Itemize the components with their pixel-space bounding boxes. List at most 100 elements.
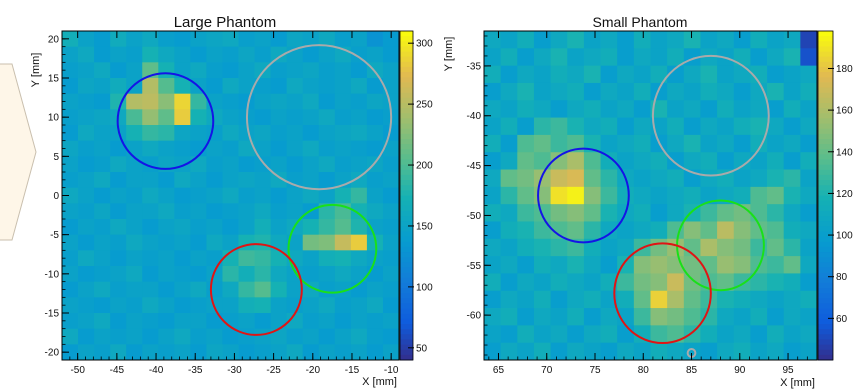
heatmap-cell	[350, 328, 368, 345]
small-phantom-title: Small Phantom	[593, 14, 688, 30]
heatmap-cell	[500, 256, 518, 274]
colorbar-segment	[400, 113, 413, 119]
colorbar-segment	[818, 123, 833, 130]
heatmap-cell	[567, 82, 585, 101]
heatmap-cell	[78, 156, 95, 173]
heatmap-cell	[318, 156, 336, 173]
heatmap-cell	[238, 31, 255, 48]
heatmap-cell	[78, 172, 95, 189]
heatmap-cell	[733, 82, 751, 101]
heatmap-cell	[733, 308, 751, 326]
heatmap-cell	[190, 62, 207, 79]
roi-circle	[651, 54, 770, 177]
heatmap-cell	[550, 65, 568, 84]
colorbar-segment	[400, 123, 413, 130]
heatmap-cell	[366, 125, 384, 142]
colorbar-segment	[400, 46, 413, 53]
colorbar-segment	[400, 241, 413, 248]
heatmap-cell	[382, 297, 400, 314]
heatmap-cell	[334, 31, 352, 48]
heatmap-cell	[650, 65, 668, 84]
heatmap-cell	[126, 172, 143, 189]
heatmap-cell	[318, 62, 336, 79]
heatmap-cell	[517, 325, 535, 344]
heatmap-cell	[254, 297, 272, 314]
heatmap-cell	[206, 156, 223, 173]
heatmap-cell	[533, 204, 551, 222]
heatmap-cell	[222, 297, 239, 314]
heatmap-cell	[158, 140, 175, 157]
heatmap-cell	[126, 234, 143, 251]
heatmap-cell	[366, 78, 384, 95]
heatmap-cell	[110, 313, 127, 330]
x-tick-label: -20	[306, 365, 321, 376]
colorbar-segment	[818, 344, 833, 351]
heatmap-cell	[350, 187, 368, 204]
heatmap-cell	[270, 156, 288, 173]
heatmap-cell	[800, 169, 818, 188]
colorbar-tick-label: 180	[836, 64, 853, 75]
heatmap-cell	[517, 221, 535, 240]
heatmap-cell	[500, 169, 518, 188]
heatmap-cell	[783, 273, 801, 292]
heatmap-cell	[550, 308, 568, 326]
heatmap-cell	[302, 62, 320, 79]
heatmap-cell	[733, 117, 751, 136]
heatmap-cell	[650, 238, 668, 257]
heatmap-cell	[767, 221, 785, 240]
heatmap-cell	[600, 186, 618, 205]
heatmap-cell	[366, 187, 384, 204]
heatmap-cell	[270, 78, 288, 95]
heatmap-cell	[126, 125, 143, 142]
colorbar-segment	[400, 226, 413, 232]
large-phantom-roi-circles	[116, 44, 393, 336]
heatmap-cell	[600, 342, 618, 361]
heatmap-cell	[667, 325, 685, 344]
heatmap-cell	[222, 266, 239, 283]
heatmap-cell	[142, 219, 159, 236]
y-tick-label: 15	[48, 74, 60, 85]
heatmap-cell	[190, 125, 207, 142]
heatmap-cell	[78, 344, 95, 361]
y-tick-label: -15	[45, 309, 60, 320]
heatmap-cell	[567, 100, 585, 118]
heatmap-cell	[717, 82, 735, 101]
heatmap-cell	[62, 203, 79, 220]
heatmap-cell	[254, 172, 272, 189]
heatmap-cell	[190, 328, 207, 345]
heatmap-cell	[733, 134, 751, 153]
heatmap-cell	[318, 344, 336, 361]
heatmap-cell	[334, 62, 352, 79]
heatmap-cell	[583, 117, 601, 136]
large-phantom-axes: -50 -45 -40 -35 -30 -25 -20 -15 -10 20 15 10 5 0 -5 -10…	[45, 30, 400, 376]
heatmap-cell	[667, 117, 685, 136]
heatmap-cell	[700, 342, 718, 361]
roi-circle	[537, 147, 630, 244]
heatmap-cell	[238, 297, 255, 314]
heatmap-cell	[174, 234, 191, 251]
heatmap-cell	[683, 65, 701, 84]
heatmap-cell	[500, 342, 518, 361]
heatmap-cell	[717, 100, 735, 118]
heatmap-cell	[302, 46, 320, 63]
heatmap-cell	[350, 313, 368, 330]
heatmap-cell	[334, 328, 352, 345]
heatmap-cell	[484, 48, 502, 67]
heatmap-cell	[110, 78, 127, 95]
heatmap-cell	[238, 172, 255, 189]
heatmap-cell	[126, 62, 143, 79]
heatmap-cell	[350, 109, 368, 126]
heatmap-cell	[190, 250, 207, 267]
heatmap-cell	[302, 328, 320, 345]
heatmap-cell	[600, 256, 618, 274]
roi-circle	[116, 72, 215, 170]
heatmap-cell	[94, 62, 111, 79]
heatmap-cell	[286, 313, 304, 330]
colorbar-segment	[818, 92, 833, 99]
heatmap-cell	[767, 325, 785, 344]
heatmap-cell	[484, 100, 502, 118]
heatmap-cell	[286, 297, 304, 314]
heatmap-cell	[126, 203, 143, 220]
heatmap-cell	[270, 297, 288, 314]
heatmap-cell	[110, 266, 127, 283]
